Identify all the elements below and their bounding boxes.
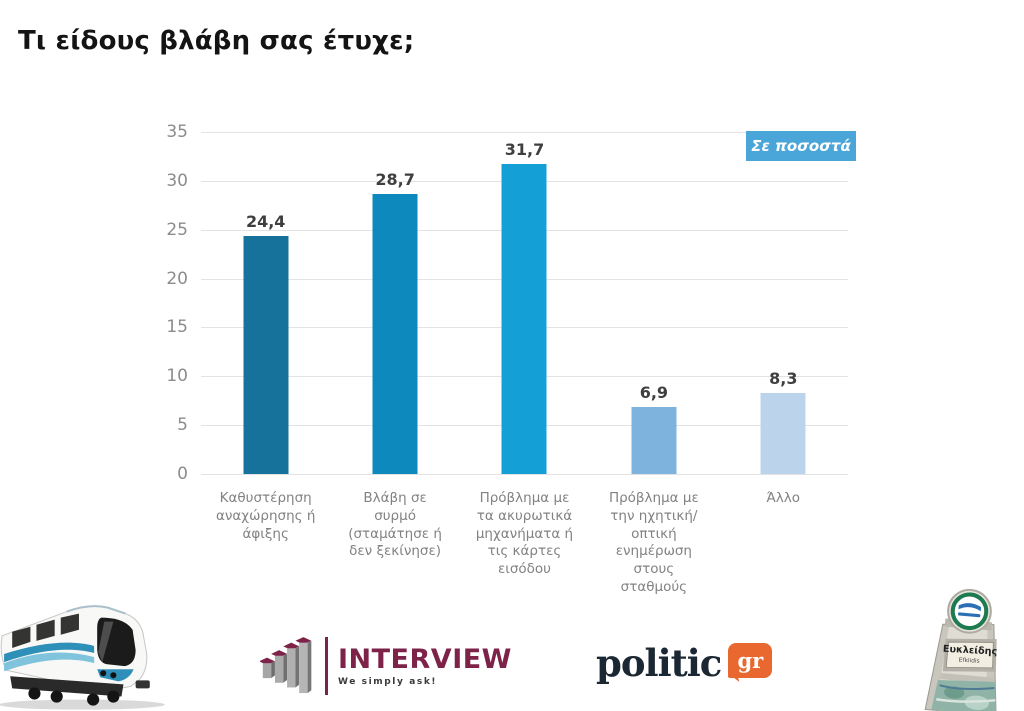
y-tick-label: 30: [166, 170, 188, 191]
bar-value-label: 6,9: [639, 382, 669, 402]
interview-divider: [325, 637, 328, 695]
y-tick-label: 10: [166, 366, 188, 387]
station-map: [931, 679, 997, 711]
bar-chart-icon: [260, 637, 312, 694]
category-label: Πρόβλημα με τα ακυρωτικά μηχανήματα ή τι…: [475, 490, 574, 578]
y-tick-label: 25: [166, 219, 188, 240]
gridline: [201, 474, 848, 475]
gr-badge: gr: [728, 643, 773, 678]
metro-train-image: [0, 605, 165, 710]
bar-value-label: 28,7: [375, 169, 415, 189]
bar-slot: 24,4: [201, 132, 330, 474]
interview-logo: INTERVIEW We simply ask!: [260, 633, 512, 699]
category-label: Άλλο: [766, 490, 801, 506]
bar-value-label: 8,3: [769, 368, 798, 388]
interview-tagline: We simply ask!: [338, 676, 438, 687]
station-name-greek: Ευκλείδης: [943, 643, 998, 658]
station-sign-image: Ευκλείδης Efklidis: [924, 589, 998, 711]
x-axis-labels: Καθυστέρηση αναχώρησης ή άφιξης Βλάβη σε …: [201, 490, 848, 597]
y-tick-label: 20: [166, 268, 188, 289]
y-tick-label: 35: [166, 122, 188, 142]
category-label: Πρόβλημα με την ηχητική/οπτική ενημέρωση…: [608, 490, 699, 596]
bar: [372, 193, 418, 474]
bar-value-label: 24,4: [245, 211, 286, 231]
y-tick-label: 0: [177, 464, 188, 484]
bar-slot: 8,3: [719, 132, 848, 474]
station-name-latin: Efklidis: [959, 658, 980, 665]
bar: [760, 392, 806, 474]
gr-badge-label: gr: [737, 648, 764, 673]
politic-logo: politic gr: [596, 640, 773, 685]
interview-name: INTERVIEW: [338, 643, 512, 675]
y-tick-label: 15: [166, 317, 188, 338]
plot-area: 24,4 28,7 31,7 6,9 8,3: [201, 132, 848, 475]
bar: [243, 235, 289, 474]
category-label: Καθυστέρηση αναχώρησης ή άφιξης: [215, 490, 316, 542]
page-title: Τι είδους βλάβη σας έτυχε;: [18, 26, 415, 56]
bar: [631, 406, 677, 474]
bar-value-label: 31,7: [504, 140, 545, 160]
percent-badge: Σε ποσοστά: [746, 131, 856, 161]
bar-slot: 28,7: [330, 132, 459, 474]
y-tick-label: 5: [177, 415, 188, 436]
bar: [501, 164, 547, 474]
gridline: [201, 132, 848, 133]
politic-name: politic: [596, 640, 722, 685]
bar-slot: 6,9: [589, 132, 718, 474]
y-axis: 0 5 10 15 20 25 30 35: [138, 122, 188, 484]
category-label: Βλάβη σε συρμό (σταμάτησε ή δεν ξεκίνησε…: [348, 490, 442, 560]
bar-slot: 31,7: [460, 132, 589, 474]
